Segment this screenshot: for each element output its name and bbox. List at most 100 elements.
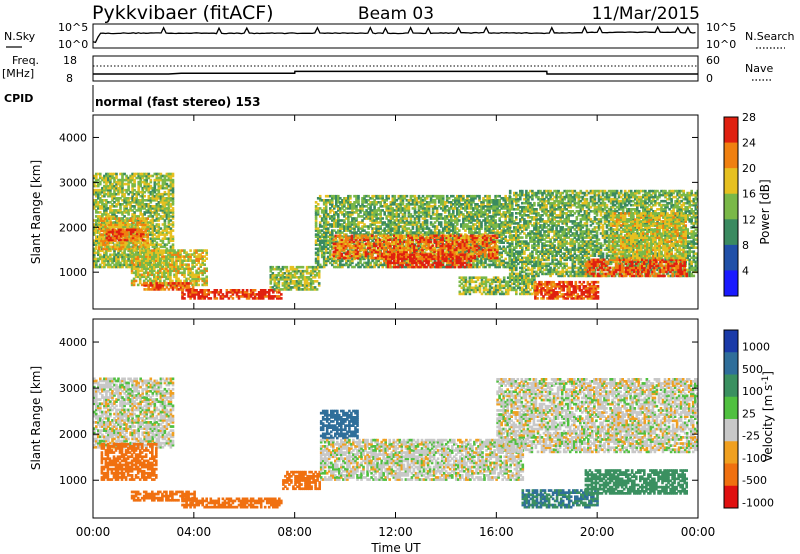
power-cell (456, 207, 459, 210)
power-cell (329, 235, 332, 238)
power-cell (115, 265, 118, 269)
power-cell (363, 261, 366, 265)
power-cell (488, 205, 491, 208)
power-cell (203, 279, 206, 283)
power-cell (123, 257, 126, 261)
power-cell (149, 219, 153, 222)
power-cell (391, 233, 395, 236)
power-cell (159, 257, 162, 260)
power-cell (482, 215, 485, 218)
power-cell (343, 209, 346, 212)
power-cell (273, 284, 277, 287)
power-cell (195, 273, 198, 277)
power-cell (151, 259, 155, 263)
power-cell (331, 205, 334, 208)
power-cell (143, 172, 146, 176)
power-cell (285, 286, 289, 289)
power-cell (395, 211, 399, 214)
power-cell (387, 209, 390, 212)
power-cell (478, 231, 481, 234)
power-cell (437, 194, 441, 198)
power-cell (151, 239, 155, 242)
power-cell (365, 199, 368, 202)
power-cell (359, 205, 362, 208)
power-cell (121, 180, 124, 184)
power-cell (413, 223, 417, 226)
power-cell (253, 295, 257, 298)
power-cell (124, 219, 127, 222)
power-cell (167, 188, 171, 192)
power-cell (167, 257, 171, 261)
power-cell (151, 219, 155, 222)
power-cell (195, 255, 198, 258)
freq-label-bottom: [MHz] (2, 67, 34, 80)
power-cell (320, 251, 324, 255)
power-cell (351, 219, 354, 222)
power-cell (245, 289, 249, 292)
power-cell (141, 174, 144, 178)
power-cell (151, 284, 155, 287)
power-cell (167, 209, 171, 212)
power-cell (130, 261, 134, 264)
power-cell (431, 231, 435, 234)
power-cell (137, 182, 140, 186)
power-cell (314, 223, 318, 226)
power-cell (482, 261, 485, 265)
power-cell (181, 295, 184, 298)
power-cell (155, 243, 159, 246)
power-cell (431, 223, 435, 226)
power-cell (333, 217, 336, 220)
power-cell (345, 201, 348, 204)
power-cell (159, 194, 163, 198)
power-cell (423, 215, 427, 218)
power-cell (151, 194, 155, 198)
power-cell (345, 229, 348, 232)
power-cell (153, 197, 157, 200)
power-cell (127, 213, 130, 216)
power-cell (142, 261, 146, 264)
power-cell (135, 234, 139, 238)
power-cell (472, 197, 475, 200)
power-cell (365, 261, 368, 265)
power-cell (311, 267, 315, 271)
power-cell (391, 209, 395, 212)
power-cell (403, 265, 407, 269)
power-cell (183, 251, 186, 254)
power-cell (132, 263, 136, 266)
power-cell (197, 267, 200, 271)
power-cell (165, 251, 168, 254)
power-cell (155, 237, 159, 240)
power-cell (326, 223, 330, 226)
power-cell (466, 261, 469, 265)
power-cell (134, 219, 137, 222)
power-cell (201, 297, 204, 300)
power-cell (482, 211, 485, 214)
power-cell (435, 231, 439, 234)
power-cell (171, 265, 174, 268)
power-cell (167, 273, 170, 277)
power-cell (147, 229, 151, 232)
power-cell (379, 225, 382, 228)
power-cell (407, 205, 411, 208)
power-cell (476, 211, 479, 214)
power-cell (195, 277, 198, 281)
power-cell (318, 239, 322, 242)
power-cell (100, 233, 103, 237)
power-cell (383, 223, 386, 226)
power-cell (93, 257, 96, 261)
power-cell (120, 223, 123, 227)
power-cell (299, 284, 303, 287)
power-cell (161, 233, 165, 236)
power-cell (316, 259, 320, 263)
power-cell (98, 235, 101, 239)
power-cell (167, 255, 171, 259)
power-cell (439, 199, 443, 202)
power-cell (486, 205, 489, 208)
power-cell (470, 211, 473, 214)
power-cell (167, 207, 171, 210)
power-cell (291, 269, 295, 273)
power-cell (175, 288, 179, 291)
power-cell (151, 245, 155, 249)
power-cell (311, 265, 315, 269)
power-cell (140, 261, 144, 264)
